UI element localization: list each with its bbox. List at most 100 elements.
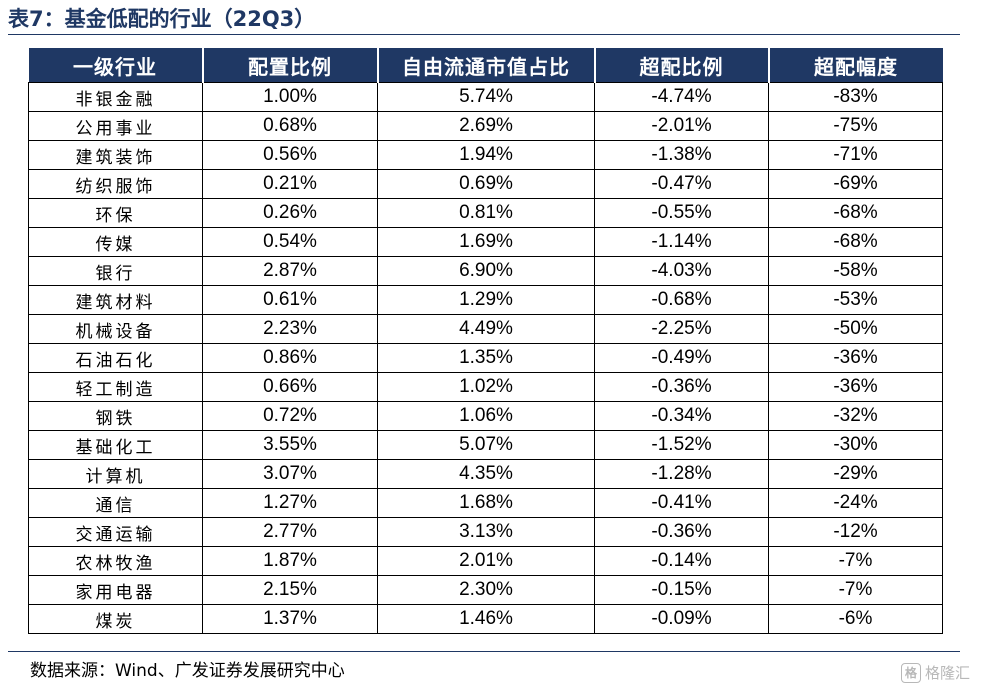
cell-overweight-magnitude: -36% <box>768 343 943 373</box>
cell-free-float-share: 1.69% <box>377 227 595 257</box>
cell-overweight-magnitude: -30% <box>768 430 943 460</box>
cell-overweight-ratio: -2.25% <box>594 314 769 344</box>
table-row: 农林牧渔 1.87% 2.01% -0.14% -7% <box>28 546 943 576</box>
cell-industry: 交通运输 <box>28 517 203 547</box>
cell-industry: 传媒 <box>28 227 203 257</box>
cell-allocation-ratio: 3.55% <box>202 430 378 460</box>
cell-overweight-magnitude: -68% <box>768 227 943 257</box>
table-row: 建筑装饰 0.56% 1.94% -1.38% -71% <box>28 140 943 170</box>
cell-overweight-ratio: -0.15% <box>594 575 769 605</box>
cell-free-float-share: 1.02% <box>377 372 595 402</box>
cell-industry: 建筑装饰 <box>28 140 203 170</box>
cell-industry: 通信 <box>28 488 203 518</box>
cell-overweight-magnitude: -75% <box>768 111 943 141</box>
cell-overweight-magnitude: -53% <box>768 285 943 315</box>
table-row: 石油石化 0.86% 1.35% -0.49% -36% <box>28 343 943 373</box>
table-row: 环保 0.26% 0.81% -0.55% -68% <box>28 198 943 228</box>
cell-overweight-magnitude: -83% <box>768 82 943 112</box>
cell-allocation-ratio: 1.37% <box>202 604 378 634</box>
table-row: 建筑材料 0.61% 1.29% -0.68% -53% <box>28 285 943 315</box>
cell-allocation-ratio: 0.61% <box>202 285 378 315</box>
cell-overweight-magnitude: -6% <box>768 604 943 634</box>
cell-industry: 家用电器 <box>28 575 203 605</box>
underweight-industry-table: 一级行业 配置比例 自由流通市值占比 超配比例 超配幅度 非银金融 1.00% 5.… <box>28 48 943 634</box>
cell-overweight-ratio: -4.03% <box>594 256 769 286</box>
source-note: 数据来源：Wind、广发证券发展研究中心 <box>30 661 345 681</box>
cell-free-float-share: 1.35% <box>377 343 595 373</box>
watermark-text: 格隆汇 <box>924 664 970 682</box>
gelonghui-logo-icon: 格 <box>900 663 921 683</box>
cell-overweight-magnitude: -7% <box>768 546 943 576</box>
table-row: 计算机 3.07% 4.35% -1.28% -29% <box>28 459 943 489</box>
cell-free-float-share: 3.13% <box>377 517 595 547</box>
cell-allocation-ratio: 2.15% <box>202 575 378 605</box>
cell-overweight-ratio: -0.41% <box>594 488 769 518</box>
cell-free-float-share: 1.94% <box>377 140 595 170</box>
cell-overweight-ratio: -1.28% <box>594 459 769 489</box>
cell-allocation-ratio: 0.86% <box>202 343 378 373</box>
cell-overweight-ratio: -4.74% <box>594 82 769 112</box>
cell-allocation-ratio: 1.00% <box>202 82 378 112</box>
table-row: 非银金融 1.00% 5.74% -4.74% -83% <box>28 82 943 112</box>
cell-free-float-share: 1.06% <box>377 401 595 431</box>
cell-allocation-ratio: 1.27% <box>202 488 378 518</box>
cell-free-float-share: 5.07% <box>377 430 595 460</box>
cell-industry: 非银金融 <box>28 82 203 112</box>
table-body: 非银金融 1.00% 5.74% -4.74% -83% 公用事业 0.68% 2.69% -2… <box>28 82 943 634</box>
cell-overweight-ratio: -1.38% <box>594 140 769 170</box>
header-overweight-magnitude: 超配幅度 <box>767 48 943 83</box>
table-row: 银行 2.87% 6.90% -4.03% -58% <box>28 256 943 286</box>
cell-industry: 钢铁 <box>28 401 203 431</box>
table-row: 交通运输 2.77% 3.13% -0.36% -12% <box>28 517 943 547</box>
cell-free-float-share: 4.35% <box>377 459 595 489</box>
table-title: 表7：基金低配的行业（22Q3） <box>8 7 316 31</box>
cell-industry: 煤炭 <box>28 604 203 634</box>
table-row: 钢铁 0.72% 1.06% -0.34% -32% <box>28 401 943 431</box>
table-row: 公用事业 0.68% 2.69% -2.01% -75% <box>28 111 943 141</box>
cell-industry: 基础化工 <box>28 430 203 460</box>
cell-overweight-magnitude: -24% <box>768 488 943 518</box>
cell-free-float-share: 0.81% <box>377 198 595 228</box>
header-overweight-ratio: 超配比例 <box>593 48 770 83</box>
cell-allocation-ratio: 0.66% <box>202 372 378 402</box>
cell-allocation-ratio: 2.23% <box>202 314 378 344</box>
cell-overweight-magnitude: -71% <box>768 140 943 170</box>
cell-overweight-ratio: -0.49% <box>594 343 769 373</box>
cell-allocation-ratio: 0.26% <box>202 198 378 228</box>
cell-overweight-ratio: -0.09% <box>594 604 769 634</box>
cell-industry: 建筑材料 <box>28 285 203 315</box>
header-free-float-share: 自由流通市值占比 <box>376 48 596 83</box>
cell-industry: 银行 <box>28 256 203 286</box>
cell-overweight-magnitude: -12% <box>768 517 943 547</box>
cell-allocation-ratio: 0.21% <box>202 169 378 199</box>
table-row: 通信 1.27% 1.68% -0.41% -24% <box>28 488 943 518</box>
cell-allocation-ratio: 1.87% <box>202 546 378 576</box>
cell-free-float-share: 1.46% <box>377 604 595 634</box>
header-industry: 一级行业 <box>28 48 204 83</box>
cell-free-float-share: 2.69% <box>377 111 595 141</box>
cell-industry: 农林牧渔 <box>28 546 203 576</box>
cell-overweight-ratio: -0.55% <box>594 198 769 228</box>
cell-free-float-share: 1.29% <box>377 285 595 315</box>
cell-overweight-magnitude: -68% <box>768 198 943 228</box>
cell-overweight-ratio: -0.47% <box>594 169 769 199</box>
table-row: 基础化工 3.55% 5.07% -1.52% -30% <box>28 430 943 460</box>
cell-overweight-magnitude: -7% <box>768 575 943 605</box>
header-allocation-ratio: 配置比例 <box>201 48 379 83</box>
cell-free-float-share: 5.74% <box>377 82 595 112</box>
cell-industry: 机械设备 <box>28 314 203 344</box>
cell-overweight-magnitude: -32% <box>768 401 943 431</box>
table-row: 纺织服饰 0.21% 0.69% -0.47% -69% <box>28 169 943 199</box>
cell-industry: 轻工制造 <box>28 372 203 402</box>
cell-industry: 石油石化 <box>28 343 203 373</box>
table-row: 机械设备 2.23% 4.49% -2.25% -50% <box>28 314 943 344</box>
cell-overweight-magnitude: -58% <box>768 256 943 286</box>
cell-overweight-ratio: -0.14% <box>594 546 769 576</box>
cell-allocation-ratio: 0.68% <box>202 111 378 141</box>
cell-allocation-ratio: 2.77% <box>202 517 378 547</box>
cell-overweight-magnitude: -50% <box>768 314 943 344</box>
cell-free-float-share: 0.69% <box>377 169 595 199</box>
cell-industry: 计算机 <box>28 459 203 489</box>
cell-overweight-ratio: -0.34% <box>594 401 769 431</box>
cell-overweight-magnitude: -29% <box>768 459 943 489</box>
